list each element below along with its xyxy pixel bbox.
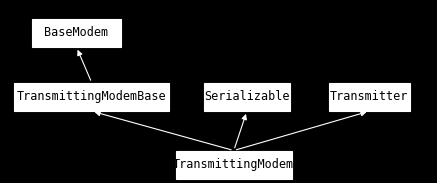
FancyBboxPatch shape	[176, 150, 292, 179]
FancyBboxPatch shape	[14, 83, 169, 111]
FancyBboxPatch shape	[204, 83, 289, 111]
Text: BaseModem: BaseModem	[45, 26, 108, 40]
Text: Transmitter: Transmitter	[330, 90, 409, 104]
Text: TransmittingModem: TransmittingModem	[173, 158, 295, 171]
FancyBboxPatch shape	[329, 83, 410, 111]
Text: TransmittingModemBase: TransmittingModemBase	[17, 90, 166, 104]
Text: Serializable: Serializable	[204, 90, 290, 104]
FancyBboxPatch shape	[31, 19, 121, 47]
